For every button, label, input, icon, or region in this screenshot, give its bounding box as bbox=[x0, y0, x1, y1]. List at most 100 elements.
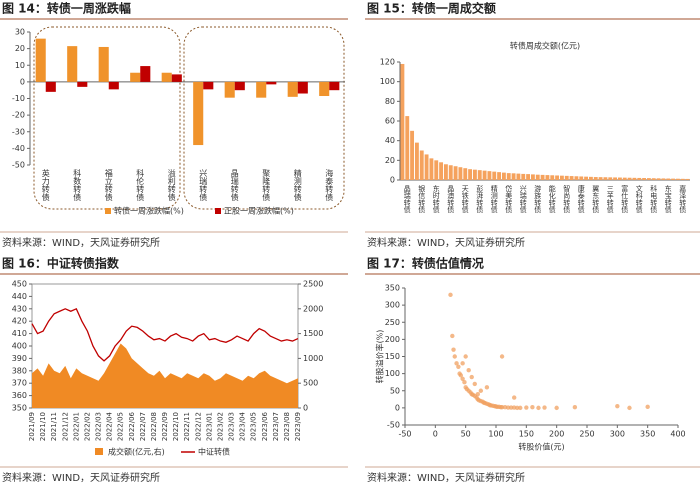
bar bbox=[234, 81, 245, 91]
x-axis-title: 转股价值(元) bbox=[518, 442, 564, 452]
x-tick-label: 晶澳转债 bbox=[447, 185, 455, 214]
x-tick-label: 嘉泽转债 bbox=[679, 184, 687, 214]
x-tick-label: 400 bbox=[670, 430, 685, 439]
x-tick-label: 2021/12 bbox=[61, 412, 69, 441]
legend-label: 中证转债 bbox=[198, 447, 230, 457]
bar bbox=[680, 178, 685, 180]
scatter-point bbox=[452, 354, 457, 359]
bar bbox=[329, 81, 340, 91]
x-tick-label: 300 bbox=[610, 430, 625, 439]
x-tick-label: 天铁转债 bbox=[461, 185, 469, 214]
x-tick-label: 东时转债 bbox=[432, 184, 440, 214]
scatter-point bbox=[458, 373, 464, 378]
figure-title: 图 15：转债一周成交额 bbox=[367, 1, 496, 16]
y-tick-label: 400 bbox=[12, 342, 27, 351]
chart-subtitle: 转债周成交额(亿元) bbox=[510, 41, 580, 51]
y-tick-label: 50 bbox=[390, 386, 400, 395]
legend-label: 成交额(亿元,右) bbox=[108, 447, 165, 457]
x-tick-label: 东宝转债 bbox=[664, 184, 672, 214]
x-tick-label: -50 bbox=[398, 430, 411, 439]
x-tick-label: 翼东转债 bbox=[592, 185, 600, 214]
y-tick-label: 40 bbox=[385, 136, 395, 145]
highlight-box bbox=[183, 26, 345, 210]
x-tick-label: 聚隆转债 bbox=[262, 169, 271, 202]
y-tick-label: 20 bbox=[15, 44, 25, 53]
scatter-point bbox=[448, 292, 453, 298]
y-tick-label: -50 bbox=[387, 421, 400, 430]
scatter-point bbox=[463, 354, 468, 359]
y-tick-label: 0 bbox=[395, 403, 400, 412]
bar bbox=[477, 170, 482, 180]
source-note: 资料来源：WIND，天风证券研究所 bbox=[2, 471, 160, 484]
y-tick-label: 390 bbox=[12, 354, 27, 363]
y-tick-label: 0 bbox=[20, 77, 25, 86]
y-tick-label: 410 bbox=[12, 329, 27, 338]
y-tick-label: 100 bbox=[385, 369, 400, 378]
bar bbox=[419, 150, 424, 180]
x-tick-label: 2023/02 bbox=[216, 412, 224, 441]
scatter-point bbox=[518, 405, 523, 411]
scatter-point bbox=[451, 347, 456, 352]
bar bbox=[193, 81, 204, 146]
bar bbox=[559, 175, 564, 180]
x-tick-label: 2022/04 bbox=[106, 411, 114, 441]
bar bbox=[613, 177, 618, 180]
scatter-point bbox=[450, 333, 455, 339]
scatter-point bbox=[515, 405, 520, 411]
bar bbox=[526, 174, 531, 180]
bar bbox=[511, 173, 516, 180]
x-tick-label: 50 bbox=[461, 430, 471, 439]
x-tick-label: 能化转债 bbox=[548, 184, 556, 214]
bar bbox=[319, 81, 330, 97]
bar bbox=[651, 178, 656, 180]
y-tick-label: 80 bbox=[385, 97, 395, 106]
y-tick-label: 1500 bbox=[303, 329, 323, 338]
scatter-point bbox=[475, 391, 480, 397]
source-note: 资料来源：WIND，天风证券研究所 bbox=[367, 471, 525, 484]
y-tick-label: 0 bbox=[303, 404, 308, 413]
bar bbox=[98, 46, 109, 82]
x-tick-label: 兴瑞转债 bbox=[199, 169, 208, 202]
bar bbox=[564, 175, 569, 180]
figure-title: 图 16：中证转债指数 bbox=[2, 256, 120, 271]
x-tick-label: 2023/03 bbox=[228, 412, 236, 441]
figure-title: 图 17：转债估值情况 bbox=[367, 256, 484, 271]
x-tick-label: 2021/10 bbox=[39, 412, 47, 441]
bar bbox=[617, 177, 622, 180]
bar bbox=[603, 177, 608, 180]
x-tick-label: 2022/12 bbox=[194, 412, 202, 441]
y-tick-label: 200 bbox=[385, 335, 400, 344]
x-tick-label: 2022/10 bbox=[172, 412, 180, 441]
figure-title: 图 14：转债一周涨跌幅 bbox=[2, 1, 131, 16]
bar bbox=[429, 158, 434, 180]
bar bbox=[608, 177, 613, 180]
scatter-point bbox=[462, 379, 467, 385]
x-tick-label: 精测转债 bbox=[490, 184, 498, 214]
x-tick-label: 2022/03 bbox=[95, 412, 103, 441]
bar bbox=[574, 176, 579, 180]
x-tick-label: 精测转债 bbox=[293, 168, 302, 202]
bar bbox=[685, 178, 690, 180]
y-tick-label: 120 bbox=[380, 58, 395, 67]
x-tick-label: 150 bbox=[519, 430, 534, 439]
bar bbox=[497, 172, 502, 180]
y-tick-label: 30 bbox=[15, 28, 25, 37]
scatter-point bbox=[460, 376, 465, 381]
bar bbox=[535, 174, 540, 180]
x-tick-label: 2023/07 bbox=[272, 412, 280, 441]
bar bbox=[501, 172, 506, 180]
bar bbox=[448, 165, 453, 180]
bar bbox=[646, 178, 651, 180]
scatter-point bbox=[460, 361, 465, 366]
bar bbox=[675, 178, 680, 180]
x-tick-label: 英力转债 bbox=[41, 168, 50, 202]
bar bbox=[550, 175, 555, 180]
x-tick-label: 晶瑞转债 bbox=[230, 169, 239, 202]
bar bbox=[161, 72, 172, 82]
scatter-point bbox=[542, 405, 547, 410]
bar bbox=[521, 173, 526, 180]
legend-swatch bbox=[105, 208, 111, 214]
bar bbox=[530, 174, 535, 180]
legend-swatch bbox=[95, 448, 103, 455]
y-tick-label: 20 bbox=[385, 156, 395, 165]
